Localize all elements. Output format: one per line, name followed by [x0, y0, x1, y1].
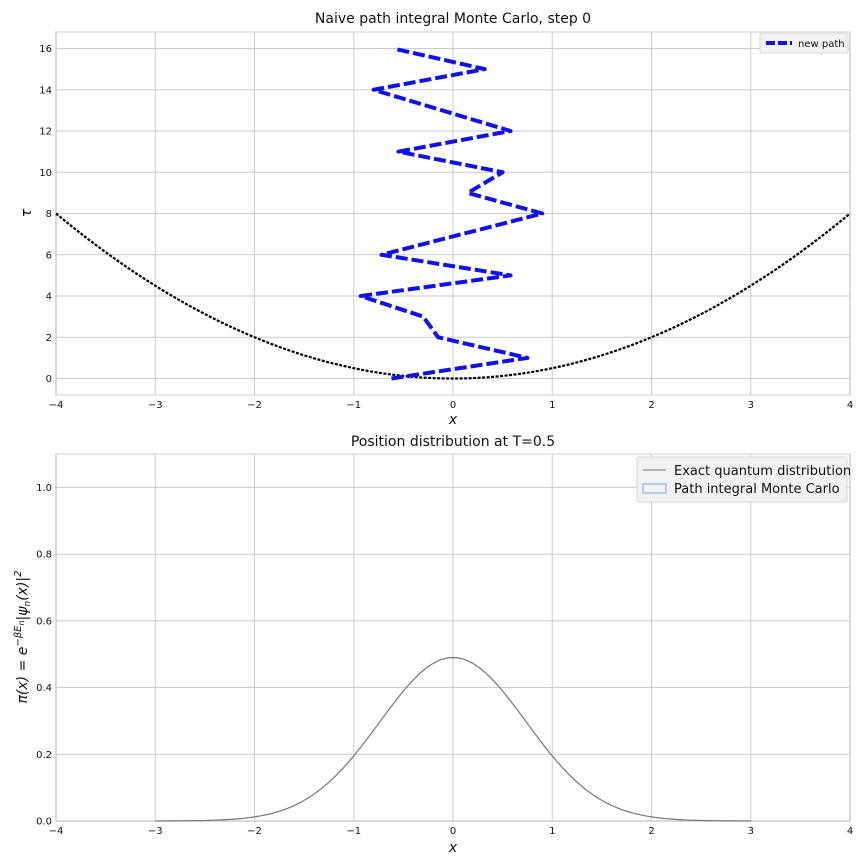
chart1-y-tick-label: 14: [39, 85, 52, 96]
chart1-x-tick-label: −2: [247, 400, 262, 411]
chart2-y-axis-label: π(x) = e−βEn|ψn(x)|2: [13, 570, 33, 703]
ylabel-mid: |ψ: [15, 606, 31, 621]
chart-position-distribution: −4 −3 −2 −1 0 1 2 3 4 0.0 0.2 0.4 0.6 0.8 1.0 Positio…: [13, 434, 853, 856]
ylabel-exp-sub: n: [17, 620, 26, 625]
chart2-x-tick-label: 4: [847, 826, 853, 837]
chart2-x-tick-label: 0: [450, 826, 456, 837]
ylabel-end: (x)|: [15, 577, 31, 601]
chart1-series-potential: [55, 212, 851, 380]
ylabel-exp: −βE: [13, 625, 24, 647]
chart2-y-tick-label: 0.2: [36, 750, 52, 761]
chart1-series-new-path: [358, 46, 545, 381]
chart2-x-tick-label: 3: [748, 826, 754, 837]
chart1-legend: new path: [759, 32, 849, 54]
chart2-x-tick-label: 2: [648, 826, 654, 837]
chart1-legend-box: [759, 32, 849, 54]
ylabel-lhs: π(x) = e: [15, 647, 31, 704]
chart1-y-tick-label: 2: [46, 333, 52, 344]
chart2-x-tick-label: 1: [549, 826, 555, 837]
chart2-y-tick-label: 1.0: [36, 483, 52, 494]
chart1-x-tick-label: 0: [450, 400, 456, 411]
chart1-legend-label-new-path: new path: [798, 39, 845, 50]
chart1-x-tick-label: 4: [847, 400, 853, 411]
chart2-y-tick-label: 0.6: [36, 616, 52, 627]
chart1-y-tick-label: 6: [46, 250, 52, 261]
chart2-series: [155, 656, 751, 822]
chart1-y-tick-label: 10: [39, 168, 52, 179]
chart2-legend-swatch-pimc: [642, 483, 667, 494]
chart1-x-tick-label: 2: [648, 400, 654, 411]
chart2-x-tick-label: −4: [49, 826, 64, 837]
chart2-series-exact-distribution: [155, 656, 751, 822]
chart1-x-tick-label: −4: [49, 400, 64, 411]
chart2-legend-label-exact: Exact quantum distribution: [674, 464, 851, 479]
chart2-x-ticks: −4 −3 −2 −1 0 1 2 3 4: [49, 826, 854, 837]
chart2-y-tick-label: 0.8: [36, 550, 52, 561]
chart1-title: Naive path integral Monte Carlo, step 0: [315, 11, 591, 27]
chart2-x-tick-label: −1: [346, 826, 361, 837]
chart1-y-tick-label: 8: [46, 209, 52, 220]
chart1-x-tick-label: −1: [346, 400, 361, 411]
chart1-series: [55, 46, 851, 381]
chart1-x-axis-label: x: [448, 412, 458, 428]
chart1-y-tick-label: 16: [39, 44, 52, 55]
chart1-y-ticks: 0 2 4 6 8 10 12 14 16: [39, 44, 52, 385]
chart2-y-ticks: 0.0 0.2 0.4 0.6 0.8 1.0: [36, 483, 52, 828]
chart1-y-tick-label: 12: [39, 127, 52, 138]
chart1-x-tick-label: 1: [549, 400, 555, 411]
chart1-y-axis-label: τ: [19, 208, 35, 217]
chart2-title: Position distribution at T=0.5: [351, 434, 555, 450]
chart2-y-tick-label: 0.0: [36, 817, 52, 828]
chart1-x-ticks: −4 −3 −2 −1 0 1 2 3 4: [49, 400, 854, 411]
chart1-y-tick-label: 4: [46, 292, 52, 303]
chart1-x-tick-label: −3: [148, 400, 163, 411]
ylabel-power: 2: [13, 570, 24, 576]
chart2-x-axis-label: x: [448, 840, 458, 856]
chart2-legend: Exact quantum distribution Path integral…: [636, 456, 851, 503]
chart2-x-tick-label: −2: [247, 826, 262, 837]
chart1-x-tick-label: 3: [748, 400, 754, 411]
ylabel-mid-sub: n: [23, 601, 33, 607]
chart2-legend-box: [636, 456, 848, 503]
chart2-legend-label-pimc: Path integral Monte Carlo: [674, 482, 840, 497]
chart2-x-tick-label: −3: [148, 826, 163, 837]
chart2-y-tick-label: 0.4: [36, 683, 52, 694]
chart1-y-tick-label: 0: [46, 374, 52, 385]
